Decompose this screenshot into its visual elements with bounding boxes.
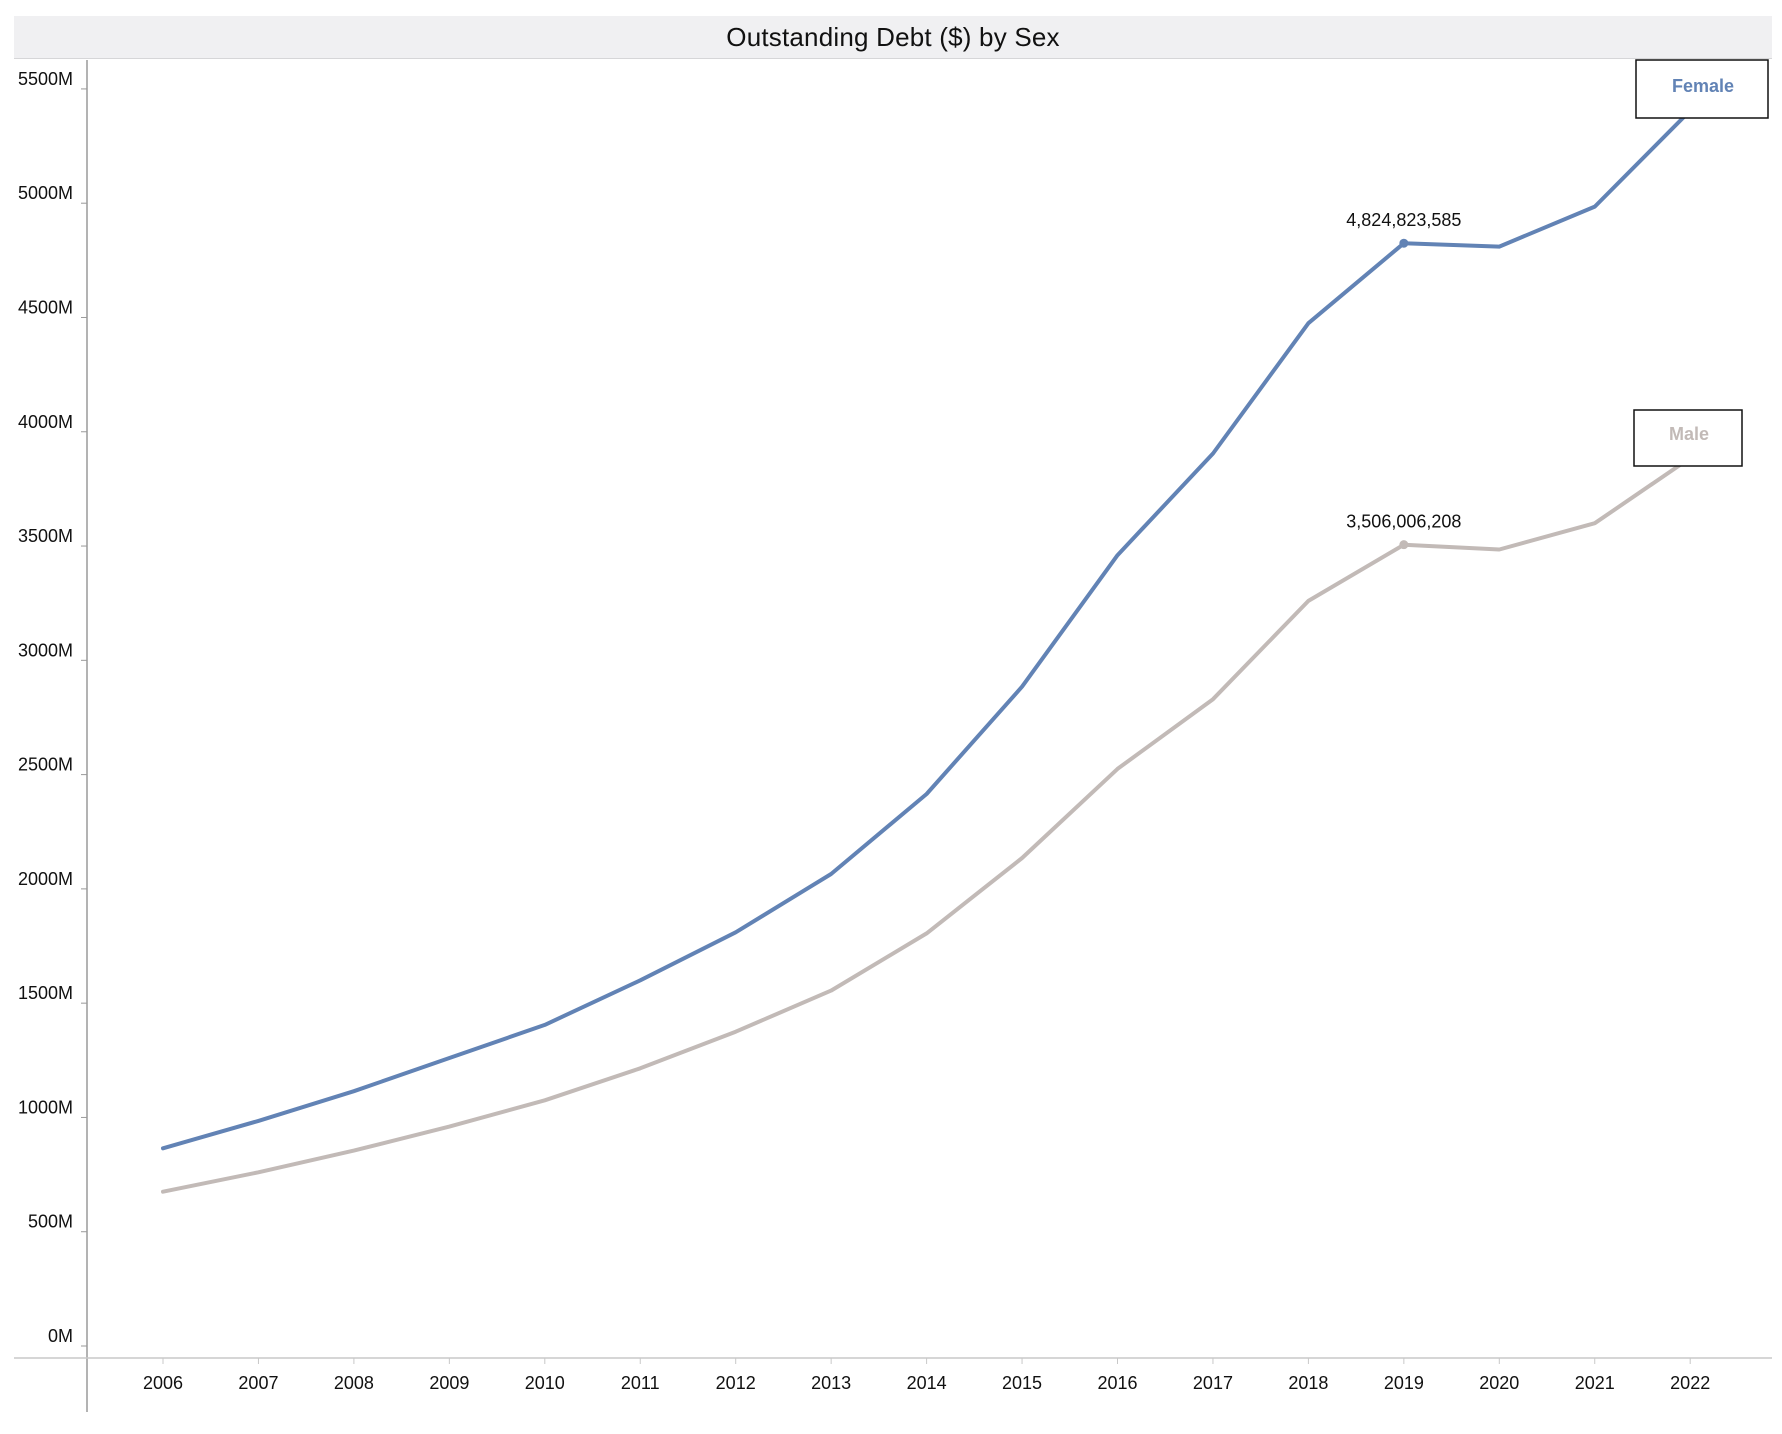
male-data-point (1306, 599, 1310, 603)
male-data-point (1116, 767, 1120, 771)
female-data-point (1116, 553, 1120, 557)
male-data-point (1020, 856, 1024, 860)
male-data-point (543, 1098, 547, 1102)
female-data-point (638, 978, 642, 982)
female-data-point (829, 872, 833, 876)
y-tick-label: 1500M (18, 983, 73, 1003)
x-tick-label: 2021 (1575, 1373, 1615, 1393)
male-data-point (1497, 547, 1501, 551)
female-data-point (352, 1089, 356, 1093)
male-data-point (925, 931, 929, 935)
y-tick-label: 2500M (18, 755, 73, 775)
y-tick-label: 3000M (18, 640, 73, 660)
male-data-point (161, 1190, 165, 1194)
y-tick-label: 5000M (18, 183, 73, 203)
x-tick-label: 2019 (1384, 1373, 1424, 1393)
male-legend-box (1633, 409, 1743, 467)
x-tick-label: 2009 (429, 1373, 469, 1393)
female-data-point (447, 1056, 451, 1060)
x-tick-label: 2010 (525, 1373, 565, 1393)
y-tick-label: 0M (48, 1326, 73, 1346)
male-series-line (161, 456, 1693, 1194)
female-legend-box (1635, 59, 1769, 119)
male-data-point (1593, 521, 1597, 525)
male-data-point (352, 1149, 356, 1153)
x-tick-label: 2020 (1479, 1373, 1519, 1393)
x-tick-label: 2022 (1670, 1373, 1710, 1393)
male-data-point (256, 1170, 260, 1174)
x-tick-label: 2011 (621, 1373, 660, 1393)
male-data-point (447, 1125, 451, 1129)
y-tick-label: 2000M (18, 869, 73, 889)
male-data-point (1399, 540, 1409, 550)
male-data-point (829, 989, 833, 993)
female-data-label: 4,824,823,585 (1346, 210, 1461, 230)
female-data-point (543, 1023, 547, 1027)
female-data-point (925, 792, 929, 796)
y-tick-label: 4000M (18, 412, 73, 432)
female-data-point (1399, 238, 1409, 248)
y-tick-label: 1000M (18, 1097, 73, 1117)
female-data-point (734, 930, 738, 934)
male-data-point (638, 1066, 642, 1070)
y-tick-label: 3500M (18, 526, 73, 546)
female-data-point (1020, 685, 1024, 689)
male-data-label: 3,506,006,208 (1346, 512, 1461, 532)
female-legend-label: Female (1672, 76, 1734, 96)
x-tick-label: 2013 (811, 1373, 851, 1393)
x-tick-label: 2016 (1097, 1373, 1137, 1393)
y-tick-label: 5500M (18, 69, 73, 89)
female-data-point (1593, 205, 1597, 209)
x-tick-label: 2008 (334, 1373, 374, 1393)
title-bar: Outstanding Debt ($) by Sex (14, 16, 1772, 59)
female-data-point (1211, 451, 1215, 455)
x-tick-label: 2007 (238, 1373, 278, 1393)
x-tick-label: 2017 (1193, 1373, 1233, 1393)
x-tick-label: 2018 (1288, 1373, 1328, 1393)
y-tick-label: 4500M (18, 297, 73, 317)
male-legend-label: Male (1669, 424, 1709, 444)
x-tick-label: 2006 (143, 1373, 183, 1393)
female-data-point (161, 1146, 165, 1150)
x-tick-label: 2015 (1002, 1373, 1042, 1393)
x-tick-label: 2012 (716, 1373, 756, 1393)
chart-title: Outstanding Debt ($) by Sex (726, 21, 1060, 52)
female-data-point (1497, 245, 1501, 249)
y-tick-label: 500M (28, 1212, 73, 1232)
female-data-point (256, 1119, 260, 1123)
male-data-point (734, 1030, 738, 1034)
male-data-point (1211, 697, 1215, 701)
female-series-line (161, 108, 1693, 1151)
x-tick-label: 2014 (907, 1373, 947, 1393)
female-data-point (1306, 321, 1310, 325)
